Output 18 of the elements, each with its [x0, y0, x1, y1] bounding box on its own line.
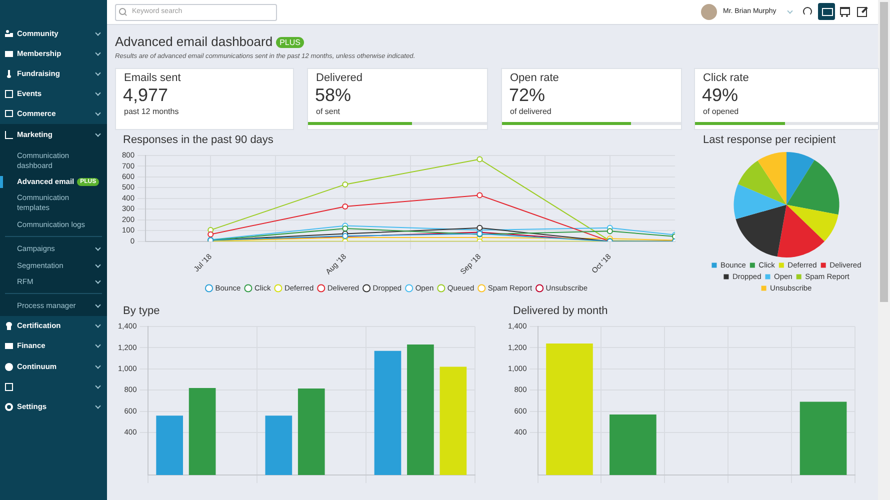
text: of delivered [510, 107, 552, 116]
chart-title: By type [123, 305, 160, 317]
text: 4,977 [123, 85, 168, 106]
text: Advanced email dashboard [115, 34, 273, 49]
text: Emails sent [124, 72, 181, 84]
data-label: 72% [509, 85, 546, 106]
text: of opened [703, 107, 739, 116]
text: past 12 months [124, 107, 179, 116]
chart-title: Delivered by month [513, 305, 608, 317]
text: Open rate [510, 72, 559, 84]
text: of sent [316, 107, 340, 116]
chart-title: Responses in the past 90 days [123, 134, 274, 146]
text: Click rate [703, 72, 749, 84]
chart-title: Last response per recipient [703, 134, 836, 146]
text: PLUS [276, 37, 304, 48]
data-label: 58% [315, 85, 352, 106]
data-label: 49% [702, 85, 738, 106]
text: Delivered [316, 72, 362, 84]
